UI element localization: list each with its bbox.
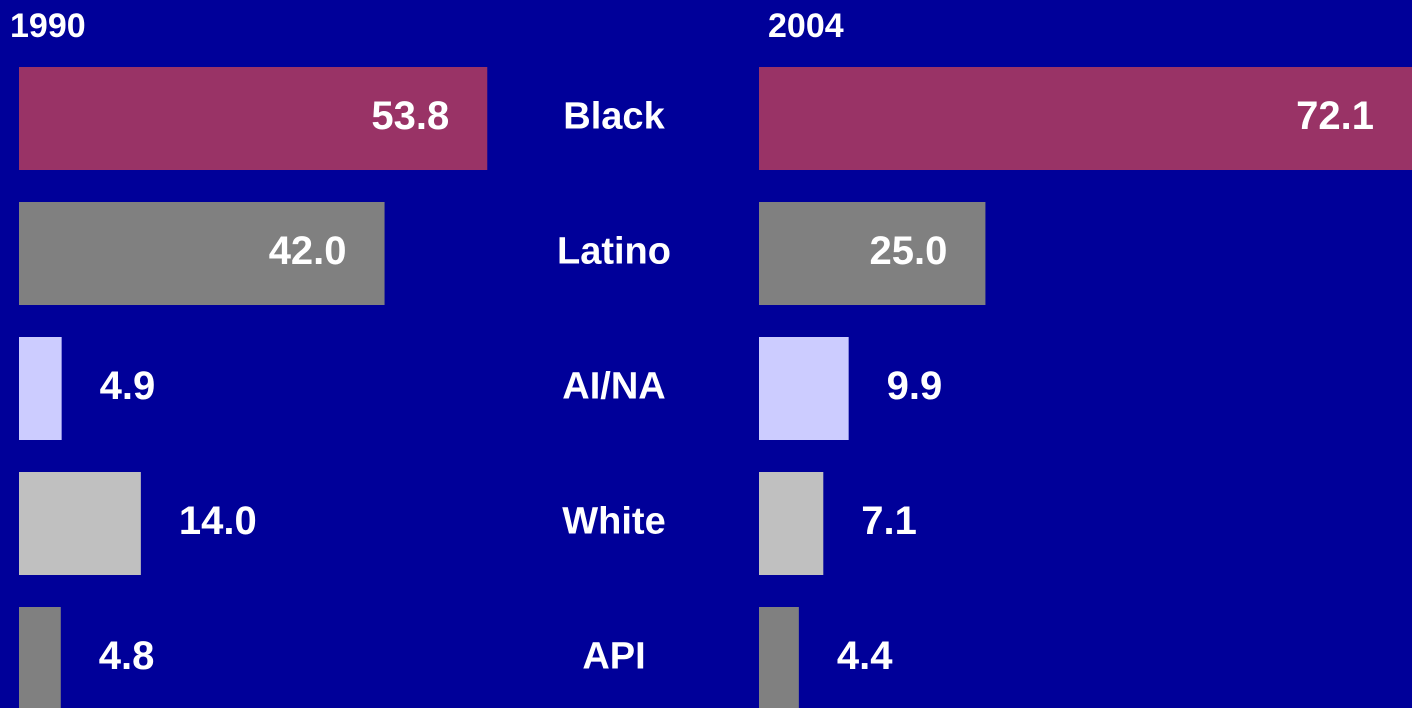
panel-title: 2004 bbox=[768, 7, 844, 45]
bar bbox=[759, 607, 799, 708]
value-label: 42.0 bbox=[269, 229, 347, 273]
panel-title: 1990 bbox=[10, 7, 86, 45]
category-label: AI/NA bbox=[562, 366, 665, 408]
bar bbox=[19, 202, 385, 305]
bar bbox=[19, 607, 61, 708]
value-label: 4.8 bbox=[99, 634, 155, 678]
category-label: Black bbox=[563, 96, 665, 138]
category-label: Latino bbox=[557, 231, 671, 273]
value-label: 9.9 bbox=[887, 364, 943, 408]
value-label: 53.8 bbox=[371, 94, 449, 138]
bar bbox=[759, 202, 986, 305]
bar bbox=[19, 67, 488, 170]
value-label: 7.1 bbox=[861, 499, 917, 543]
value-label: 25.0 bbox=[870, 229, 948, 273]
bar bbox=[19, 472, 141, 575]
value-label: 14.0 bbox=[179, 499, 257, 543]
bar bbox=[759, 337, 849, 440]
value-label: 72.1 bbox=[1296, 94, 1374, 138]
bar bbox=[759, 472, 824, 575]
bar bbox=[759, 67, 1412, 170]
category-label: API bbox=[582, 636, 645, 678]
bar bbox=[19, 337, 62, 440]
value-label: 4.4 bbox=[837, 634, 893, 678]
category-label: White bbox=[562, 501, 665, 543]
value-label: 4.9 bbox=[100, 364, 156, 408]
